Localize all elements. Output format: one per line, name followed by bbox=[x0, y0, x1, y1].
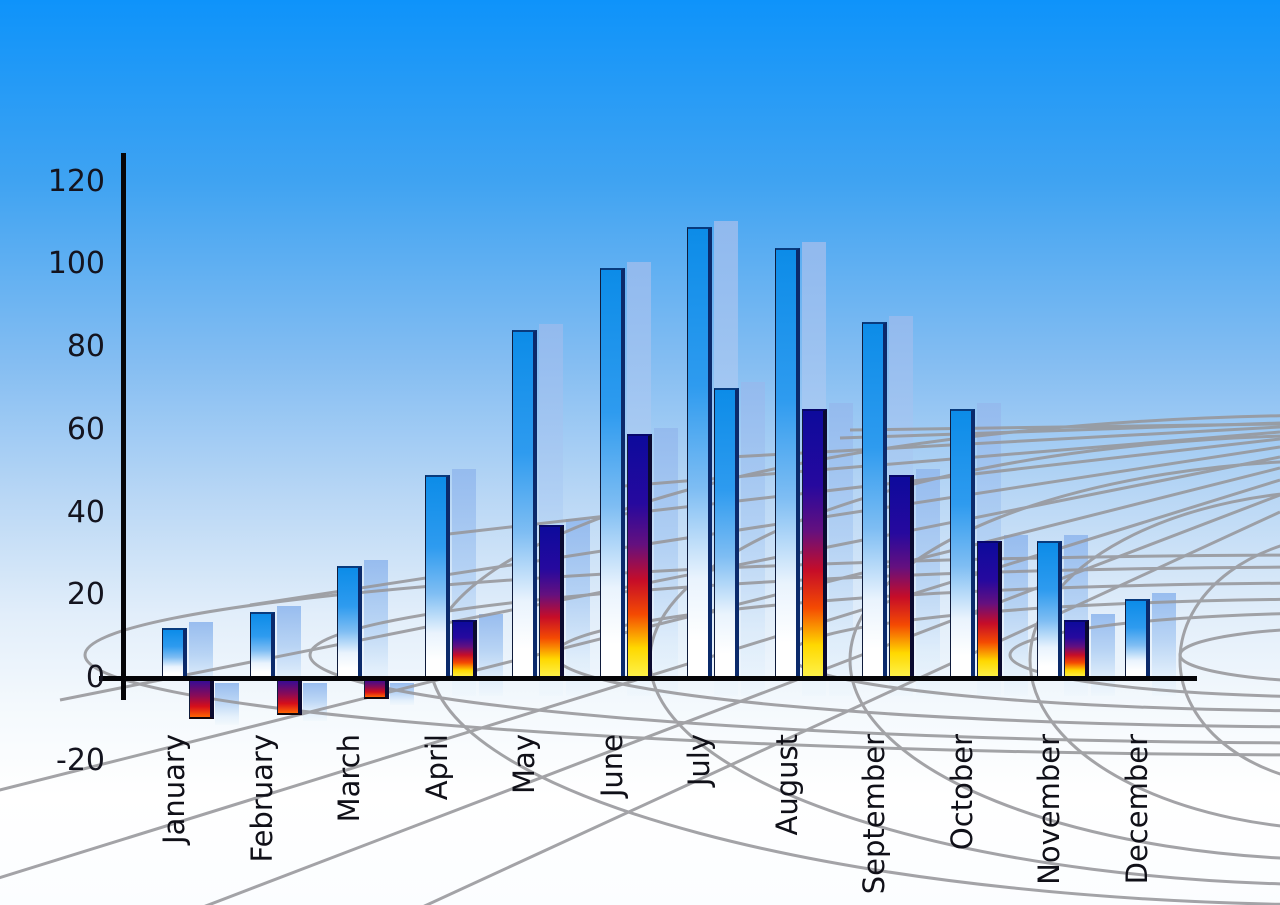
bar-series1-july bbox=[687, 227, 712, 678]
month-label-august: August bbox=[770, 734, 804, 836]
x-axis-line bbox=[99, 676, 1197, 681]
bar2-shadow-november bbox=[1091, 614, 1115, 696]
bar-series1-may bbox=[512, 330, 537, 678]
bar2-shadow-september bbox=[916, 469, 940, 696]
bar2-shadow-march bbox=[390, 683, 414, 705]
ytick-label-100: 100 bbox=[47, 246, 105, 281]
month-label-june: June bbox=[595, 734, 629, 798]
bar-series2-november bbox=[1064, 620, 1089, 678]
bar2-shadow-june bbox=[654, 428, 678, 696]
bar-series2-august bbox=[802, 409, 827, 678]
bar2-shadow-may bbox=[566, 519, 590, 696]
bar-series2-july bbox=[714, 388, 739, 678]
ytick-label-0: 0 bbox=[85, 660, 105, 695]
ytick-label--20: -20 bbox=[56, 743, 105, 778]
bar-series2-october bbox=[977, 541, 1002, 678]
bar2-shadow-july bbox=[741, 382, 765, 696]
bar-series1-april bbox=[425, 475, 450, 678]
bar2-shadow-february bbox=[303, 683, 327, 721]
month-label-january: January bbox=[157, 734, 191, 844]
ytick-label-80: 80 bbox=[66, 329, 105, 364]
bar2-shadow-april bbox=[479, 614, 503, 696]
bar-series1-october bbox=[950, 409, 975, 678]
month-label-february: February bbox=[245, 734, 279, 863]
month-label-may: May bbox=[507, 734, 541, 794]
month-label-september: September bbox=[857, 734, 891, 895]
bar-series2-may bbox=[539, 525, 564, 678]
ytick-label-120: 120 bbox=[47, 164, 105, 199]
bar-series1-january bbox=[162, 628, 187, 678]
month-label-december: December bbox=[1120, 734, 1154, 885]
month-label-march: March bbox=[332, 734, 366, 823]
bar-series1-november bbox=[1037, 541, 1062, 678]
bar-series1-february bbox=[250, 612, 275, 678]
month-label-october: October bbox=[945, 734, 979, 851]
ytick-label-60: 60 bbox=[66, 412, 105, 447]
bar-series2-june bbox=[627, 434, 652, 678]
month-label-november: November bbox=[1032, 734, 1066, 885]
bar2-shadow-october bbox=[1004, 535, 1028, 696]
bar-series2-january bbox=[189, 678, 214, 719]
bar-series1-december bbox=[1125, 599, 1150, 678]
bar-series2-september bbox=[889, 475, 914, 678]
bar-series2-april bbox=[452, 620, 477, 678]
month-label-april: April bbox=[420, 734, 454, 801]
y-axis-line bbox=[121, 153, 126, 700]
ytick-label-20: 20 bbox=[66, 577, 105, 612]
bar-series1-august bbox=[775, 248, 800, 678]
ytick-label-40: 40 bbox=[66, 495, 105, 530]
bar-series1-june bbox=[600, 268, 625, 678]
bar2-shadow-august bbox=[829, 403, 853, 696]
bar-series1-march bbox=[337, 566, 362, 678]
month-label-july: July bbox=[682, 734, 716, 787]
bar-series2-february bbox=[277, 678, 302, 715]
bar2-shadow-january bbox=[215, 683, 239, 725]
bar-series1-september bbox=[862, 322, 887, 678]
bar-series2-march bbox=[364, 678, 389, 699]
